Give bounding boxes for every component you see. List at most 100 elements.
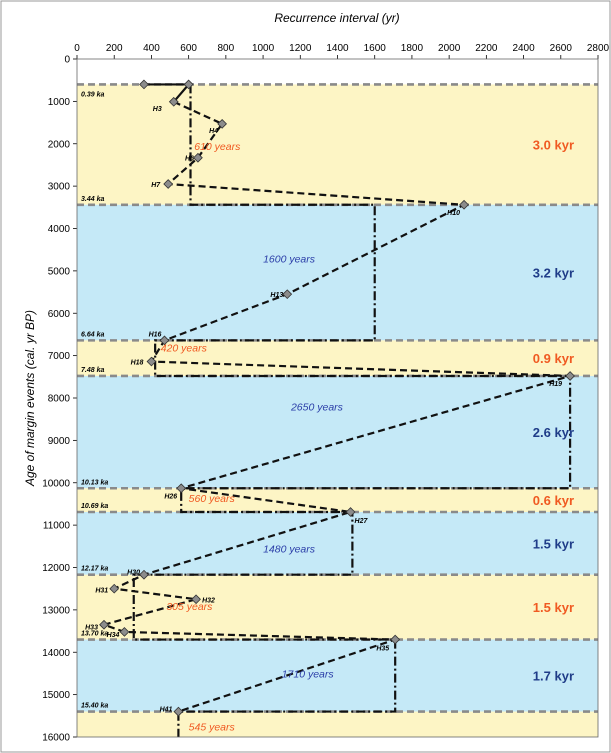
point-label: H10 bbox=[447, 210, 460, 217]
data-point-15 bbox=[191, 594, 201, 605]
band-age-label: 3.44 ka bbox=[81, 196, 104, 203]
band-age-label: 7.48 ka bbox=[81, 367, 104, 374]
band-duration-label: 1.7 kyr bbox=[533, 669, 574, 684]
band-layer bbox=[77, 84, 598, 737]
band-8 bbox=[77, 711, 598, 737]
x-axis-title: Recurrence interval (yr) bbox=[274, 11, 399, 25]
band-duration-label: 2.6 kyr bbox=[533, 425, 574, 440]
data-point-7 bbox=[282, 289, 293, 300]
x-tick-label: 2000 bbox=[438, 43, 461, 54]
data-point-18 bbox=[390, 634, 401, 645]
y-tick-label: 7000 bbox=[48, 351, 71, 362]
band-5 bbox=[77, 511, 598, 575]
x-tick-label: 1000 bbox=[252, 43, 275, 54]
point-label: H3 bbox=[153, 106, 162, 113]
point-label: H4 bbox=[209, 128, 218, 135]
band-mean-label: 420 years bbox=[161, 342, 208, 354]
point-label: H34 bbox=[107, 632, 120, 639]
y-tick-label: 14000 bbox=[42, 648, 70, 659]
data-point-19 bbox=[173, 706, 184, 717]
data-point-12 bbox=[345, 507, 356, 517]
point-label: H31 bbox=[95, 588, 108, 595]
band-duration-label: 0.9 kyr bbox=[533, 351, 574, 366]
y-tick-label: 9000 bbox=[48, 436, 71, 447]
y-tick-label: 8000 bbox=[48, 394, 71, 405]
point-label: H33 bbox=[85, 625, 98, 632]
x-tick-label: 400 bbox=[143, 43, 160, 54]
label-layer: H3 H4 H6 H7 H10 H13 H16 H18 H19 H26 H27 H30 H31 H32 H3… bbox=[81, 91, 574, 733]
band-3 bbox=[77, 375, 598, 489]
data-point-17 bbox=[119, 627, 130, 637]
band-top-age-label: 0.39 ka bbox=[81, 91, 104, 98]
tick-layer: 0 200 400 600 800 1000 1200 1400 1600 1800 2000 220… bbox=[42, 43, 609, 744]
y-tick-label: 2000 bbox=[48, 139, 71, 150]
x-tick-label: 1400 bbox=[326, 43, 349, 54]
point-label: H30 bbox=[127, 570, 140, 577]
band-age-label: 6.64 ka bbox=[81, 331, 104, 338]
y-tick-label: 1000 bbox=[48, 97, 71, 108]
band-mean-label: 545 years bbox=[189, 722, 236, 734]
data-point-0 bbox=[139, 79, 149, 90]
y-tick-label: 6000 bbox=[48, 309, 71, 320]
point-label: H16 bbox=[149, 331, 162, 338]
y-tick-label: 5000 bbox=[48, 266, 71, 277]
band-duration-label: 3.2 kyr bbox=[533, 266, 574, 281]
band-4 bbox=[77, 488, 598, 512]
y-tick-label: 11000 bbox=[43, 521, 71, 532]
data-point-1 bbox=[183, 79, 194, 90]
data-point-9 bbox=[146, 356, 157, 367]
y-tick-label: 12000 bbox=[42, 563, 70, 574]
point-label: H18 bbox=[131, 360, 144, 367]
band-6 bbox=[77, 574, 598, 640]
x-tick-label: 1800 bbox=[401, 43, 424, 54]
x-tick-label: 600 bbox=[180, 43, 197, 54]
band-0 bbox=[77, 84, 598, 205]
x-tick-label: 1200 bbox=[289, 43, 312, 54]
mean-interval-line bbox=[132, 84, 572, 737]
x-tick-label: 1600 bbox=[364, 43, 387, 54]
x-tick-label: 2400 bbox=[512, 43, 535, 54]
plot-area-border bbox=[76, 58, 599, 738]
band-mean-label: 2650 years bbox=[290, 402, 344, 414]
band-age-label: 12.17 ka bbox=[81, 566, 108, 573]
band-mean-label: 305 years bbox=[166, 601, 213, 613]
band-mean-label: 610 years bbox=[194, 141, 241, 153]
data-point-2 bbox=[168, 96, 179, 107]
point-label: H27 bbox=[355, 518, 369, 525]
band-duration-label: 1.5 kyr bbox=[533, 536, 574, 551]
data-point-11 bbox=[176, 483, 187, 494]
band-2 bbox=[77, 340, 598, 376]
data-point-6 bbox=[459, 199, 469, 210]
y-axis-title: Age of margin events (cal. yr BP) bbox=[23, 310, 37, 487]
band-duration-label: 0.6 kyr bbox=[533, 493, 574, 508]
data-point-5 bbox=[163, 179, 174, 189]
point-label: H7 bbox=[151, 182, 161, 189]
band-7 bbox=[77, 639, 598, 712]
data-point-16 bbox=[99, 619, 109, 630]
point-label: H35 bbox=[376, 646, 389, 653]
band-mean-label: 1480 years bbox=[263, 544, 316, 556]
point-label: H6 bbox=[185, 156, 194, 163]
y-tick-label: 16000 bbox=[42, 733, 70, 744]
band-age-label: 10.69 ka bbox=[81, 503, 108, 510]
data-point-8 bbox=[159, 335, 170, 346]
mean-interval-layer bbox=[132, 84, 572, 737]
point-label: H13 bbox=[270, 292, 283, 299]
x-tick-label: 800 bbox=[218, 43, 235, 54]
data-point-10 bbox=[565, 371, 575, 381]
y-tick-label: 0 bbox=[64, 55, 70, 66]
series-line bbox=[100, 100, 571, 713]
y-tick-label: 3000 bbox=[48, 182, 71, 193]
y-tick-label: 15000 bbox=[42, 690, 70, 701]
point-label: H19 bbox=[549, 381, 562, 388]
x-tick-label: 200 bbox=[106, 43, 123, 54]
x-tick-label: 2200 bbox=[475, 43, 498, 54]
data-point-14 bbox=[109, 583, 120, 594]
band-age-label: 15.40 ka bbox=[81, 703, 108, 710]
y-tick-label: 10000 bbox=[42, 478, 70, 489]
x-tick-label: 2800 bbox=[587, 43, 610, 54]
point-label: H41 bbox=[160, 707, 173, 714]
x-tick-label: 2600 bbox=[550, 43, 573, 54]
band-age-label: 10.13 ka bbox=[81, 479, 108, 486]
